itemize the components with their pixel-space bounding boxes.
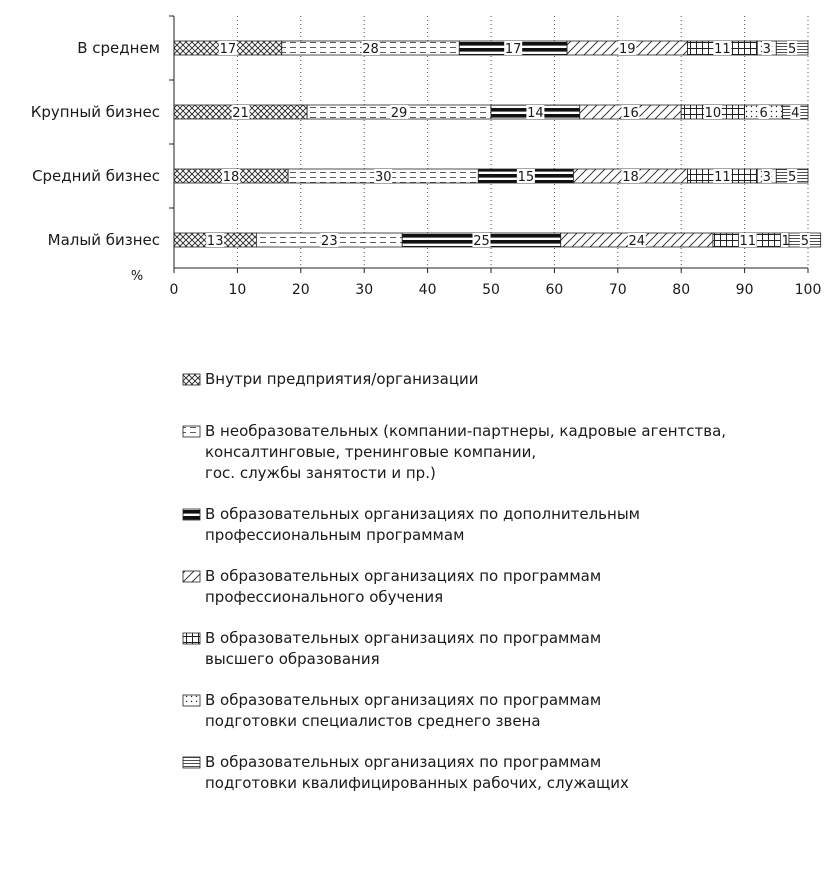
value-label-bg	[218, 41, 237, 55]
value-label-bg	[320, 233, 339, 247]
x-tick-label: 100	[795, 282, 822, 298]
legend-label: подготовки специалистов среднего звена	[205, 712, 541, 730]
legend-label: высшего образования	[205, 650, 380, 668]
value-label: 28	[362, 42, 379, 57]
legend-label: В необразовательных (компании-партнеры, …	[205, 422, 726, 440]
unit-label: %	[131, 269, 143, 284]
x-tick-label: 60	[545, 282, 563, 298]
value-label-bg	[780, 233, 791, 247]
value-label: 16	[622, 106, 639, 121]
value-label: 5	[788, 170, 796, 185]
value-label-bg	[627, 233, 646, 247]
value-label: 3	[763, 170, 771, 185]
value-label-bg	[222, 169, 241, 183]
value-label-bg	[526, 105, 545, 119]
legend: Внутри предприятия/организации В необразо…	[182, 370, 726, 792]
value-label: 17	[220, 42, 237, 57]
bars-group: 17 28 17 19 11 3 521 29 14 16 10 6 418 30 15 18 11 3 513 23…	[173, 40, 822, 249]
value-label: 14	[527, 106, 544, 121]
legend-label: консалтинговые, тренинговые компании,	[205, 443, 536, 461]
legend-label: профессиональным программам	[205, 526, 464, 544]
legend-swatch	[182, 632, 201, 645]
value-label: 29	[391, 106, 408, 121]
value-label: 1	[782, 234, 790, 249]
value-label-bg	[390, 105, 409, 119]
x-tick-label: 90	[736, 282, 754, 298]
value-label-bg	[516, 169, 535, 183]
x-tick-label: 10	[228, 282, 246, 298]
value-label: 24	[629, 234, 646, 249]
legend-label: В образовательных организациях по програ…	[205, 753, 601, 771]
x-tick-label: 0	[170, 282, 179, 298]
legend-swatch	[182, 425, 201, 438]
value-label-bg	[790, 105, 801, 119]
value-label: 30	[375, 170, 392, 185]
value-label: 11	[714, 42, 731, 57]
legend-swatch	[182, 373, 201, 386]
value-label: 3	[763, 42, 771, 57]
value-label-bg	[618, 41, 637, 55]
value-label: 5	[801, 234, 809, 249]
value-label: 18	[622, 170, 639, 185]
value-label-bg	[738, 233, 757, 247]
value-label: 21	[232, 106, 249, 121]
value-label: 4	[791, 106, 799, 121]
value-label-bg	[713, 169, 732, 183]
legend-label: профессионального обучения	[205, 588, 443, 606]
value-label: 15	[518, 170, 535, 185]
category-label: В среднем	[77, 39, 160, 57]
axes: 0 10 20 30 40 50 60 70 80 90 100% В среднем Крупный …	[31, 15, 822, 298]
value-label: 11	[739, 234, 756, 249]
value-label: 25	[473, 234, 490, 249]
value-label: 17	[505, 42, 522, 57]
value-label: 19	[619, 42, 636, 57]
value-label: 5	[788, 42, 796, 57]
category-label: Средний бизнес	[32, 167, 160, 185]
legend-label: подготовки квалифицированных рабочих, сл…	[205, 774, 629, 792]
value-label: 6	[759, 106, 767, 121]
value-label-bg	[758, 105, 769, 119]
value-label: 18	[223, 170, 240, 185]
x-tick-label: 30	[355, 282, 373, 298]
x-tick-label: 20	[292, 282, 310, 298]
legend-label: В образовательных организациях по програ…	[205, 691, 601, 709]
x-tick-label: 40	[419, 282, 437, 298]
legend-label: В образовательных организациях по програ…	[205, 567, 601, 585]
x-tick-label: 80	[672, 282, 690, 298]
value-label-bg	[761, 41, 772, 55]
legend-label: гос. службы занятости и пр.)	[205, 464, 436, 482]
value-label: 13	[207, 234, 224, 249]
value-label-bg	[621, 169, 640, 183]
value-label: 23	[321, 234, 338, 249]
value-label-bg	[206, 233, 225, 247]
category-label: Крупный бизнес	[31, 103, 160, 121]
legend-swatch	[182, 570, 201, 583]
value-label-bg	[472, 233, 491, 247]
category-label: Малый бизнес	[48, 231, 160, 249]
value-label-bg	[504, 41, 523, 55]
value-label-bg	[231, 105, 250, 119]
legend-label: В образовательных организациях по дополн…	[205, 505, 640, 523]
value-label-bg	[361, 41, 380, 55]
value-label-bg	[713, 41, 732, 55]
legend-label: В образовательных организациях по програ…	[205, 629, 601, 647]
x-tick-label: 70	[609, 282, 627, 298]
value-label-bg	[761, 169, 772, 183]
legend-label: Внутри предприятия/организации	[205, 370, 479, 388]
value-label-bg	[374, 169, 393, 183]
value-label-bg	[787, 169, 798, 183]
value-label-bg	[621, 105, 640, 119]
value-label-bg	[703, 105, 722, 119]
legend-swatch	[182, 694, 201, 707]
value-label: 10	[705, 106, 722, 121]
value-label-bg	[787, 41, 798, 55]
x-tick-label: 50	[482, 282, 500, 298]
legend-swatch	[182, 756, 201, 769]
value-label-bg	[799, 233, 810, 247]
value-label: 11	[714, 170, 731, 185]
legend-swatch	[182, 508, 201, 521]
